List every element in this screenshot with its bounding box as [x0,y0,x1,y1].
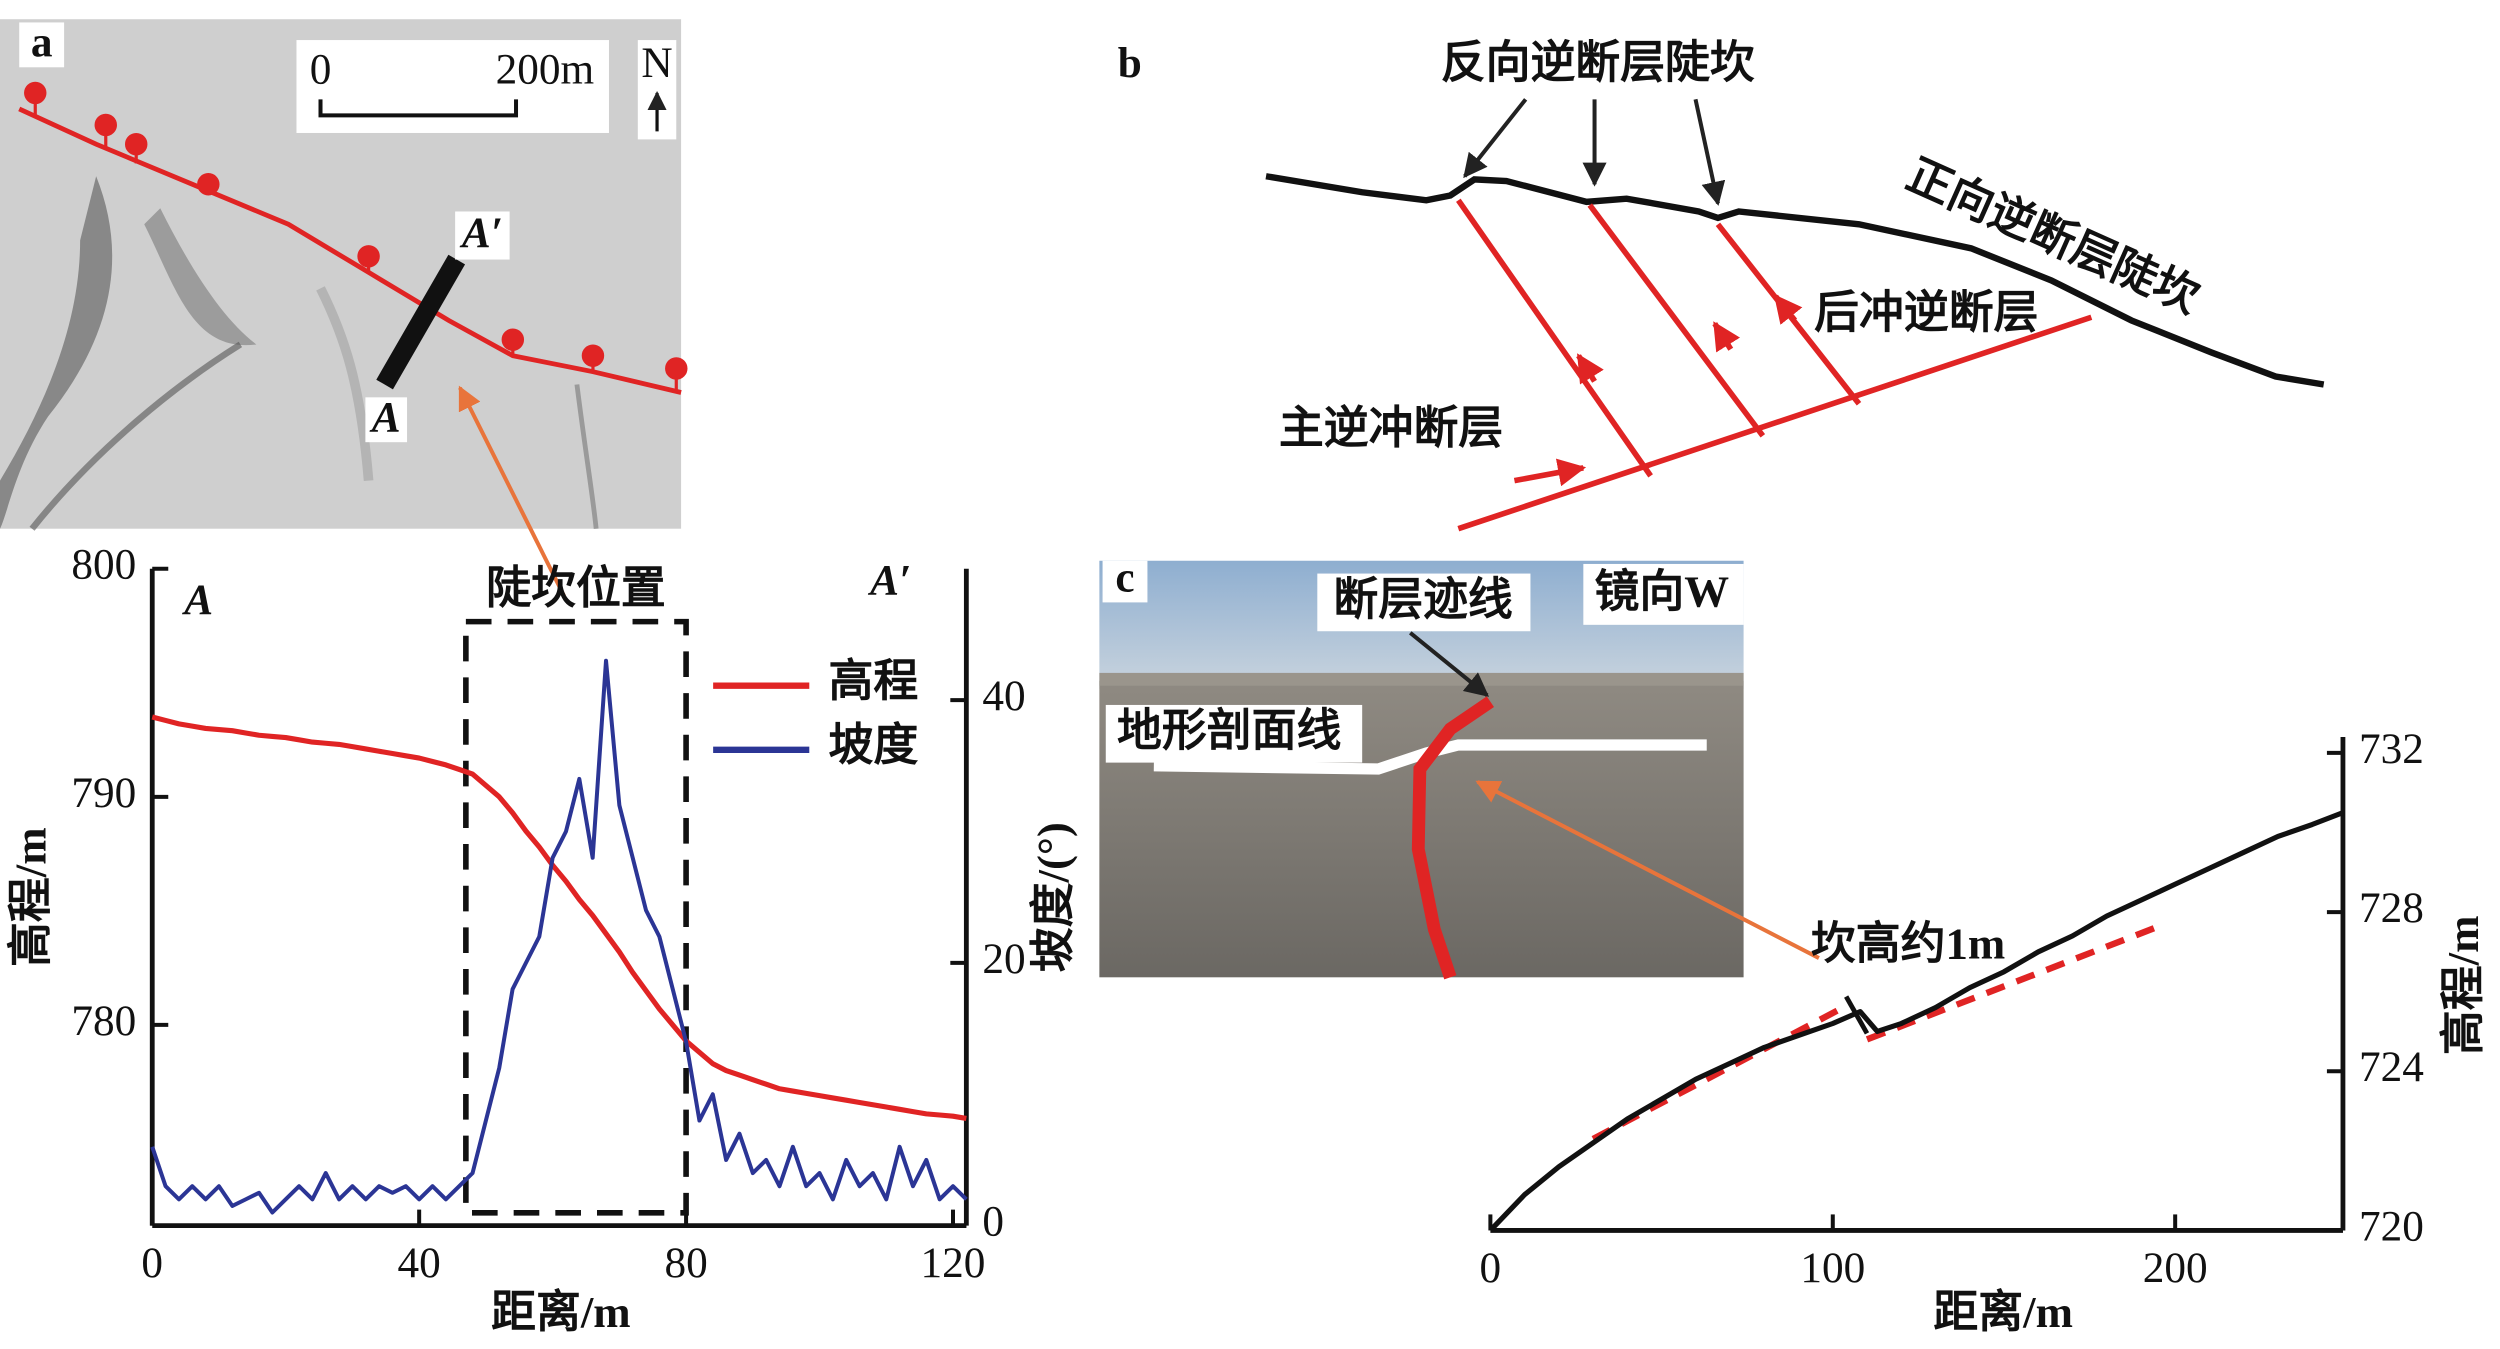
panel-label: b [1118,39,1142,87]
series-line [1488,810,2344,1233]
y-tick-label: 40 [982,672,1025,720]
fault-diagram: b 反向逆断层陡坎 正向逆断层陡坎 后冲逆断层 主逆冲断层 [1118,38,2325,532]
series-line [151,714,967,1121]
y-tick-label: 20 [982,935,1025,983]
y2-axis-label: 坡度/(°) [1028,822,1078,972]
scale-end: 200m [496,46,595,94]
panel-label: c [1115,554,1134,602]
y-tick-label: 732 [2359,725,2424,773]
y-axis-label: 高程/m [6,827,56,967]
section-end: A′ [867,557,911,605]
x-tick-label: 120 [921,1239,986,1287]
x-tick-label: 0 [141,1239,163,1287]
y-axis-label: 高程/m [2438,916,2488,1056]
highlight-box [463,618,689,1216]
fit-line [1865,925,2156,1043]
x-axis-label: 距离/m [491,1287,631,1337]
series-line [150,658,968,1215]
x-tick-label: 0 [1480,1244,1502,1292]
diagram-label: 后冲逆断层 [1814,288,2038,338]
section-end: A′ [459,209,503,257]
x-tick-label: 80 [664,1239,707,1287]
panel-label: a [31,18,53,66]
highlight-label: 陡坎位置 [486,563,665,613]
pointer-arrow [1475,780,1820,960]
scale-start: 0 [310,46,332,94]
hillshade-map: a 0 200m N A A′ [0,18,688,531]
legend-label: 坡度 [829,720,919,770]
y-tick-label: 0 [982,1198,1004,1246]
y-tick-label: 800 [71,541,136,589]
y-tick-label: 724 [2359,1043,2424,1091]
legend-label: 高程 [829,656,919,706]
section-start: A [369,393,401,441]
annotation: 坎高约1m [1811,919,2005,969]
x-tick-label: 200 [2143,1244,2208,1292]
x-tick-label: 40 [398,1239,441,1287]
y-tick-label: 728 [2359,884,2424,932]
diagram-label: 主逆冲断层 [1279,403,1503,453]
y-tick-label: 790 [71,769,136,817]
field-photo: c 断层迹线 镜向W 地形剖面线 [1099,554,1744,980]
north-label: N [641,39,672,87]
x-tick-label: 100 [1800,1244,1865,1292]
x-axis-label: 距离/m [1933,1287,2073,1337]
y-tick-label: 720 [2359,1202,2424,1250]
section-start: A [181,576,213,624]
diagram-label: 反向逆断层陡坎 [1441,38,1755,88]
photo-label: 镜向W [1595,566,1730,616]
pointer-arrow [458,385,566,597]
photo-label: 地形剖面线 [1117,706,1341,756]
y-tick-label: 780 [71,997,136,1045]
photo-label: 断层迹线 [1333,574,1512,624]
